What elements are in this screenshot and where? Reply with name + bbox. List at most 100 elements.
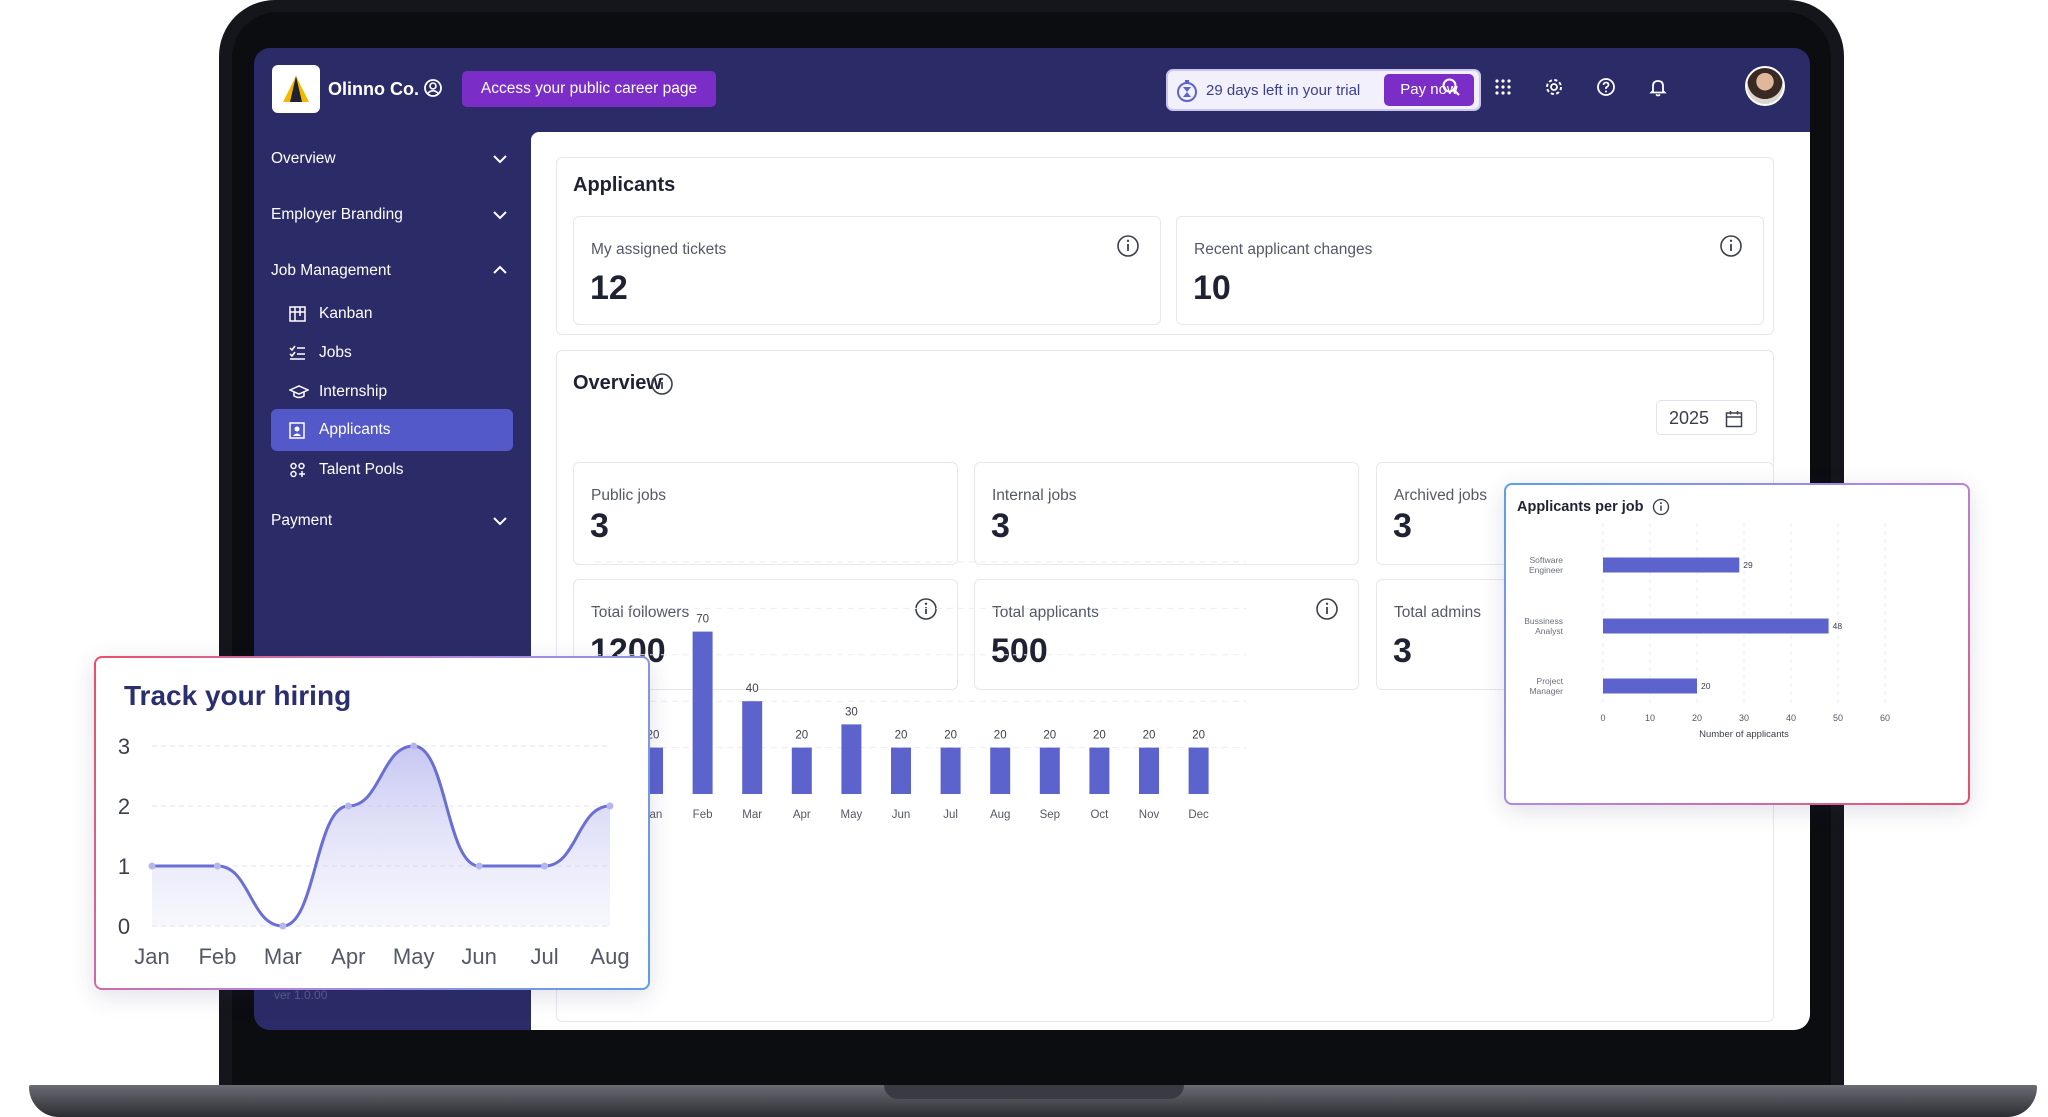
bar-sep [1039, 747, 1060, 794]
nav-employer-branding[interactable]: Employer Branding [271, 206, 403, 223]
bar-apr [791, 747, 812, 794]
info-icon[interactable] [650, 372, 674, 396]
stat-value: 10 [1193, 269, 1231, 307]
data-point-apr [344, 802, 352, 810]
x-tick-label: Sep [1040, 809, 1060, 821]
y-tick-label: Manager [1529, 686, 1563, 696]
data-point-jun [475, 862, 483, 870]
bar-value-label: 70 [696, 614, 709, 626]
version-label: ver 1.0.00 [274, 988, 328, 1002]
x-tick-label: Jun [892, 809, 911, 821]
y-tick-label: Bussiness [1524, 616, 1563, 626]
company-name[interactable]: Olinno Co. [328, 79, 419, 99]
nav-job-management[interactable]: Job Management [271, 262, 391, 279]
bar-value-label: 20 [1143, 730, 1156, 742]
stat-value: 12 [590, 269, 628, 307]
sidebar-item-label: Kanban [319, 305, 373, 322]
track-hiring-area-chart: 0 1 2 3 Jan Feb Mar Apr May Jun Jul Aug [118, 734, 630, 969]
pay-now-button[interactable]: Pay now [1384, 74, 1474, 106]
company-settings-icon[interactable] [422, 77, 444, 99]
y-tick-label: 3 [118, 734, 130, 759]
stat-value: 3 [1393, 507, 1412, 545]
y-tick-label: 1 [118, 854, 130, 879]
x-tick-label: Apr [793, 809, 811, 821]
bar-value-label: 20 [895, 730, 908, 742]
x-tick-label: Aug [990, 809, 1010, 821]
sidebar-item-internship[interactable]: Internship [271, 371, 513, 413]
calendar-icon [1725, 411, 1743, 428]
info-icon[interactable] [1652, 498, 1670, 516]
user-avatar[interactable] [1745, 66, 1785, 106]
year-picker[interactable]: 2025 [1656, 400, 1757, 435]
x-tick-label: Feb [198, 944, 236, 969]
chevron-down-icon[interactable] [492, 154, 508, 164]
y-tick-label: 2 [118, 794, 130, 819]
sidebar-item-talent-pools[interactable]: Talent Pools [271, 449, 513, 491]
info-icon[interactable] [1719, 234, 1743, 258]
track-hiring-card: Track your hiring 0 1 2 3 Jan Feb Mar Apr May Jun… [94, 656, 650, 990]
chevron-down-icon[interactable] [492, 516, 508, 526]
x-tick-label: Mar [264, 944, 302, 969]
job-bar-value-label: 20 [1701, 681, 1711, 691]
bar-value-label: 30 [845, 706, 858, 718]
x-tick-label: Oct [1090, 809, 1109, 821]
job-bar [1603, 678, 1697, 694]
applicant-badge-icon [289, 422, 305, 439]
bar-value-label: 20 [944, 730, 957, 742]
info-icon[interactable] [1116, 234, 1140, 258]
bar-value-label: 20 [994, 730, 1007, 742]
chevron-up-icon[interactable] [492, 265, 508, 275]
x-tick-label: May [841, 809, 863, 821]
sidebar-item-kanban[interactable]: Kanban [271, 293, 513, 335]
overview-title: Overview [573, 372, 662, 394]
sidebar-item-jobs[interactable]: Jobs [271, 332, 513, 374]
info-icon[interactable] [1315, 597, 1339, 621]
sidebar-item-label: Jobs [319, 344, 352, 361]
public-career-page-button[interactable]: Access your public career page [462, 71, 716, 107]
graduation-cap-icon [289, 385, 309, 399]
x-tick-label: Nov [1139, 809, 1160, 821]
chevron-down-icon[interactable] [492, 210, 508, 220]
job-bar [1603, 618, 1829, 634]
stat-value: 3 [991, 507, 1010, 545]
job-bar-value-label: 48 [1833, 621, 1843, 631]
company-logo[interactable] [272, 65, 320, 113]
area-fill [152, 746, 610, 926]
sidebar-item-label: Applicants [319, 421, 391, 438]
data-point-aug [606, 802, 614, 810]
data-point-jan [148, 862, 156, 870]
x-tick-label: 40 [1786, 713, 1796, 723]
bar-value-label: 20 [1093, 730, 1106, 742]
nav-overview[interactable]: Overview [271, 150, 336, 167]
stat-label: My assigned tickets [591, 241, 727, 258]
trial-banner: 29 days left in your trial Pay now [1166, 69, 1481, 111]
nav-payment[interactable]: Payment [271, 512, 333, 529]
y-tick-label: Software [1529, 555, 1563, 565]
stat-label: Archived jobs [1394, 487, 1488, 504]
apps-grid-icon[interactable] [1493, 77, 1513, 97]
bar-aug [990, 747, 1011, 794]
stat-label: Total admins [1394, 604, 1482, 621]
bar-dec [1188, 747, 1209, 794]
y-tick-label: Analyst [1535, 626, 1564, 636]
bell-icon[interactable] [1648, 77, 1668, 97]
stat-card-internal-jobs: Internal jobs 3 [974, 462, 1359, 565]
settings-icon[interactable] [1544, 77, 1564, 97]
y-tick-label: Project [1537, 676, 1564, 686]
x-tick-label: 10 [1645, 713, 1655, 723]
stat-card-public-jobs: Public jobs 3 [573, 462, 958, 565]
x-tick-label: May [393, 944, 435, 969]
x-tick-label: Jul [531, 944, 559, 969]
bar-oct [1089, 747, 1110, 794]
applicants-per-job-title: Applicants per job [1517, 499, 1644, 515]
search-icon[interactable] [1441, 77, 1461, 97]
sidebar-item-applicants[interactable]: Applicants [271, 409, 513, 451]
checklist-icon [289, 345, 305, 360]
sidebar-item-label: Internship [319, 383, 388, 400]
trial-text: 29 days left in your trial [1206, 82, 1361, 99]
x-tick-label: 20 [1692, 713, 1702, 723]
stat-value: 500 [991, 632, 1048, 670]
x-tick-label: Feb [693, 809, 713, 821]
help-icon[interactable] [1596, 77, 1616, 97]
